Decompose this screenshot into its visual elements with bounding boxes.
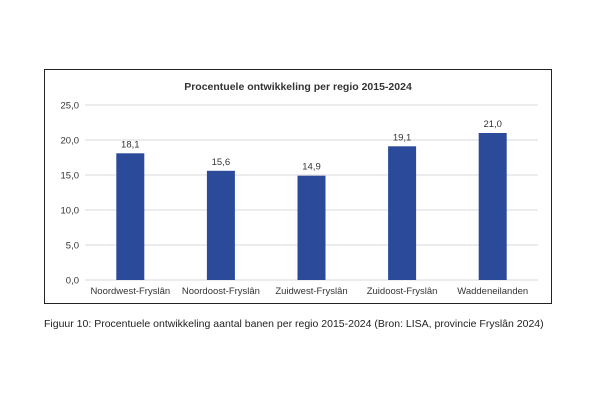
y-tick-label: 25,0 [61,101,80,112]
bar [388,146,417,280]
y-tick-label: 20,0 [61,136,80,147]
figure-caption: Figuur 10: Procentuele ontwikkeling aant… [44,318,544,330]
x-tick-label: Zuidoost-Fryslân [367,286,438,297]
chart-frame: Procentuele ontwikkeling per regio 2015-… [44,69,552,304]
bar [206,170,235,280]
x-tick-label: Noordwest-Fryslân [90,286,170,297]
bar [478,133,507,280]
bar-value-label: 21,0 [483,119,502,130]
bar-value-label: 19,1 [393,132,412,143]
y-tick-label: 10,0 [61,206,80,217]
x-tick-label: Waddeneilanden [457,286,528,297]
bar-value-label: 14,9 [302,162,321,173]
y-tick-label: 15,0 [61,171,80,182]
bar-value-label: 18,1 [121,139,140,150]
x-tick-label: Zuidwest-Fryslân [275,286,347,297]
x-tick-label: Noordoost-Fryslân [182,286,260,297]
bar-value-label: 15,6 [212,157,231,168]
bar-chart: Procentuele ontwikkeling per regio 2015-… [61,81,538,297]
bar [116,153,145,280]
bar [297,175,326,280]
y-tick-label: 0,0 [66,276,79,287]
y-tick-label: 5,0 [66,241,79,252]
chart-title: Procentuele ontwikkeling per regio 2015-… [184,81,412,93]
